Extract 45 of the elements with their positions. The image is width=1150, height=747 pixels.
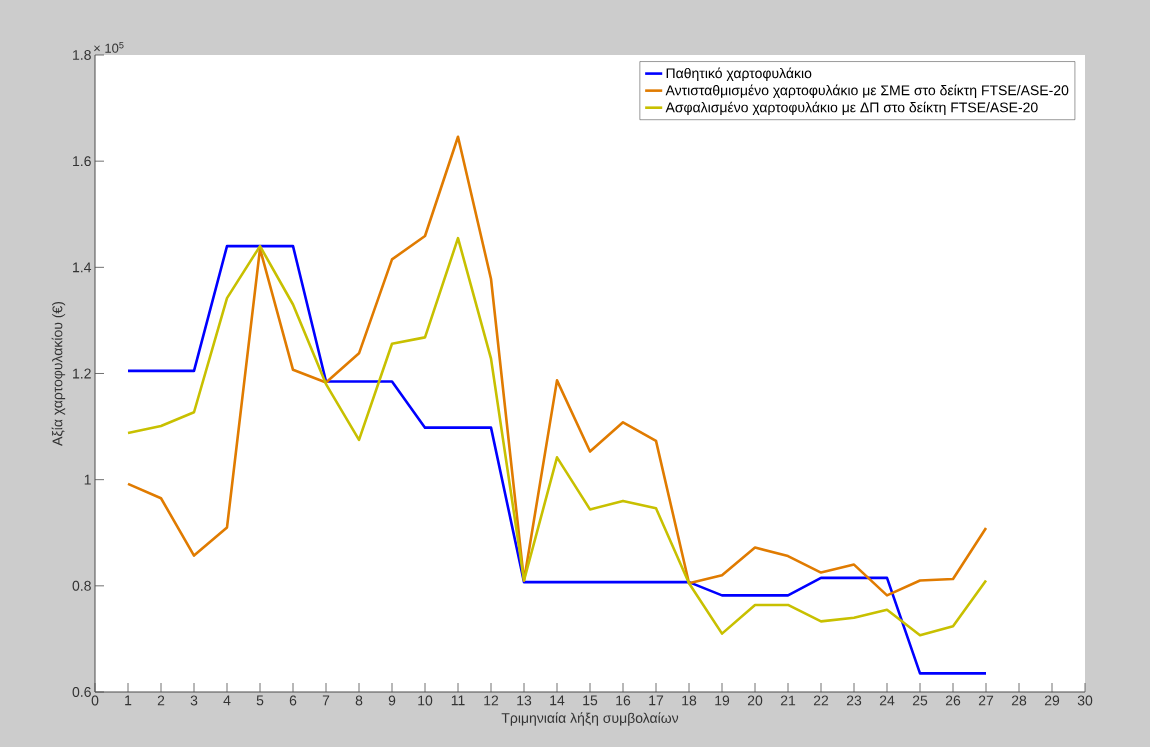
x-tick-label: 0 (91, 695, 99, 706)
x-tick-label: 26 (945, 695, 961, 706)
x-tick-label: 2 (157, 695, 165, 706)
x-tick-label: 15 (583, 695, 598, 706)
y-tick-label: 1.8 (73, 50, 91, 60)
x-tick-label: 18 (682, 695, 697, 706)
x-tick-label: 24 (879, 695, 895, 706)
x-tick-label: 20 (747, 695, 763, 706)
x-tick-label: 16 (616, 695, 631, 706)
y-tick-label: 1.4 (73, 262, 92, 273)
y-tick-label: 0.8 (72, 580, 91, 591)
x-tick-label: 5 (256, 695, 264, 706)
x-tick-label: 14 (550, 695, 565, 706)
x-tick-label: 22 (813, 695, 829, 706)
x-tick-label: 7 (322, 695, 330, 706)
x-tick-label: 3 (190, 695, 198, 706)
y-tick-label: 0.6 (72, 687, 91, 697)
x-tick-label: 8 (355, 695, 363, 706)
x-tick-label: 11 (451, 695, 465, 706)
legend-label: Ασφαλισμένο χαρτοφυλάκιο με ΔΠ στο δείκτη FTSE/ASE-20 (665, 101, 1038, 116)
x-tick-label: 13 (517, 695, 532, 706)
y-axis-title: Αξία χαρτοφυλακίου (€) (51, 301, 66, 446)
legend-label: Αντισταθμισμένο χαρτοφυλάκιο με ΣΜΕ στο δείκτη FTSE/ASE-20 (665, 84, 1069, 99)
x-tick-label: 4 (223, 695, 231, 706)
y-tick-label: 1.6 (73, 156, 91, 167)
x-tick-label: 1 (125, 695, 132, 706)
x-axis-title: Τριμηνιαία λήξη συμβολαίων (501, 712, 679, 726)
x-tick-label: 28 (1011, 695, 1027, 706)
legend-label: Παθητικό χαρτοφυλάκιο (666, 67, 812, 82)
x-tick-label: 19 (715, 695, 730, 706)
text: × 10$^{5}$ (94, 42, 124, 53)
x-tick-label: 17 (649, 695, 664, 706)
x-tick-label: 10 (418, 695, 433, 706)
x-tick-label: 21 (780, 695, 796, 706)
x-tick-label: 30 (1077, 695, 1093, 706)
y-tick-label: 1.2 (73, 368, 91, 379)
x-tick-label: 29 (1044, 695, 1060, 706)
x-tick-label: 6 (289, 695, 297, 706)
x-tick-label: 9 (388, 695, 396, 706)
x-tick-label: 27 (978, 695, 994, 706)
x-tick-label: 23 (846, 695, 862, 706)
x-tick-label: 25 (912, 695, 928, 706)
line-series (126, 135, 988, 597)
x-tick-label: 12 (484, 695, 499, 706)
y-tick-label: 1 (84, 474, 91, 485)
